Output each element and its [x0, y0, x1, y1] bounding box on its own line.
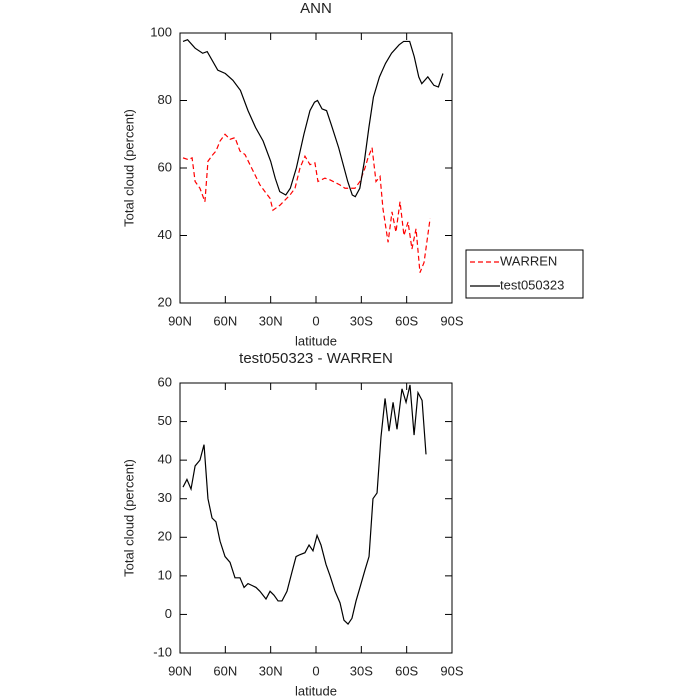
- y-axis-label: Total cloud (percent): [121, 459, 136, 577]
- plot-frame: [179, 382, 453, 654]
- x-tick-label: 90N: [168, 313, 192, 328]
- x-tick-label: 90S: [440, 313, 463, 328]
- x-tick-label: 30S: [350, 663, 373, 678]
- x-tick-label: 90N: [168, 663, 192, 678]
- legend-box: [465, 249, 584, 299]
- y-tick-label: 0: [165, 606, 172, 621]
- legend-label: WARREN: [500, 253, 557, 268]
- y-tick-label: 20: [158, 529, 172, 544]
- y-tick-label: 60: [158, 374, 172, 389]
- legend-label: test050323: [500, 277, 564, 292]
- x-tick-label: 60N: [213, 663, 237, 678]
- x-tick-label: 0: [312, 663, 319, 678]
- x-tick-label: 60N: [213, 313, 237, 328]
- y-tick-label: 40: [158, 227, 172, 242]
- data-line: [182, 384, 427, 625]
- x-tick-label: 60S: [395, 313, 418, 328]
- y-tick-label: 20: [158, 294, 172, 309]
- data-line: [182, 133, 431, 273]
- y-tick-label: 80: [158, 92, 172, 107]
- x-tick-label: 60S: [395, 663, 418, 678]
- data-line: [182, 39, 444, 198]
- x-axis-label: latitude: [295, 683, 337, 698]
- chart-title: test050323 - WARREN: [239, 350, 393, 367]
- y-tick-label: -10: [153, 644, 172, 659]
- plot-frame: [179, 32, 453, 304]
- x-tick-label: 0: [312, 313, 319, 328]
- y-tick-label: 50: [158, 413, 172, 428]
- x-axis-label: latitude: [295, 333, 337, 348]
- y-axis-label: Total cloud (percent): [121, 109, 136, 227]
- x-tick-label: 30N: [259, 313, 283, 328]
- x-tick-label: 30S: [350, 313, 373, 328]
- x-tick-label: 30N: [259, 663, 283, 678]
- y-tick-label: 40: [158, 452, 172, 467]
- x-tick-label: 90S: [440, 663, 463, 678]
- chart-title: ANN: [300, 0, 332, 17]
- y-tick-label: 100: [150, 24, 172, 39]
- y-tick-label: 30: [158, 490, 172, 505]
- y-tick-label: 10: [158, 567, 172, 582]
- y-tick-label: 60: [158, 159, 172, 174]
